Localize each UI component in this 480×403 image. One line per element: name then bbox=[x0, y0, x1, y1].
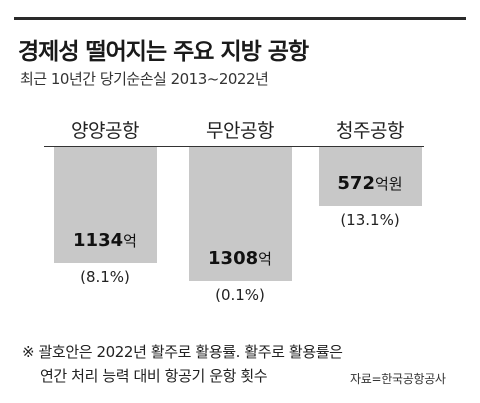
category-label: 양양공항 bbox=[71, 120, 139, 142]
footnote-line-2: 연간 처리 능력 대비 항공기 운항 횟수 bbox=[40, 367, 268, 385]
source-credit: 자료=한국공항공사 bbox=[350, 372, 446, 386]
bar bbox=[318, 147, 422, 206]
bar-value-label: 572억원 bbox=[315, 173, 425, 194]
top-rule bbox=[14, 17, 466, 20]
utilization-label: (13.1%) bbox=[340, 211, 400, 229]
bar bbox=[53, 147, 157, 263]
bar-value-unit: 억 bbox=[258, 250, 272, 268]
category-label: 청주공항 bbox=[336, 120, 404, 142]
chart-axis-line bbox=[44, 146, 424, 147]
footnote-line-1: ※ 괄호안은 2022년 활주로 활용률. 활주로 활용률은 bbox=[22, 343, 343, 361]
chart-title: 경제성 떨어지는 주요 지방 공항 bbox=[18, 39, 309, 65]
category-label: 무안공항 bbox=[206, 120, 274, 142]
bar-value-label: 1308억 bbox=[185, 248, 295, 269]
bar-value-number: 1134 bbox=[73, 230, 124, 251]
bar-value-number: 572 bbox=[337, 173, 375, 194]
footnote: ※ 괄호안은 2022년 활주로 활용률. 활주로 활용률은 연간 처리 능력 … bbox=[22, 340, 343, 388]
bar-value-number: 1308 bbox=[208, 248, 259, 269]
utilization-label: (0.1%) bbox=[215, 286, 265, 304]
bar bbox=[188, 147, 292, 281]
utilization-label: (8.1%) bbox=[80, 268, 130, 286]
bar-value-unit: 억원 bbox=[374, 175, 403, 193]
bar-value-unit: 억 bbox=[123, 232, 137, 250]
bar-value-label: 1134억 bbox=[50, 230, 160, 251]
chart-subtitle: 최근 10년간 당기순손실 2013~2022년 bbox=[20, 70, 269, 88]
